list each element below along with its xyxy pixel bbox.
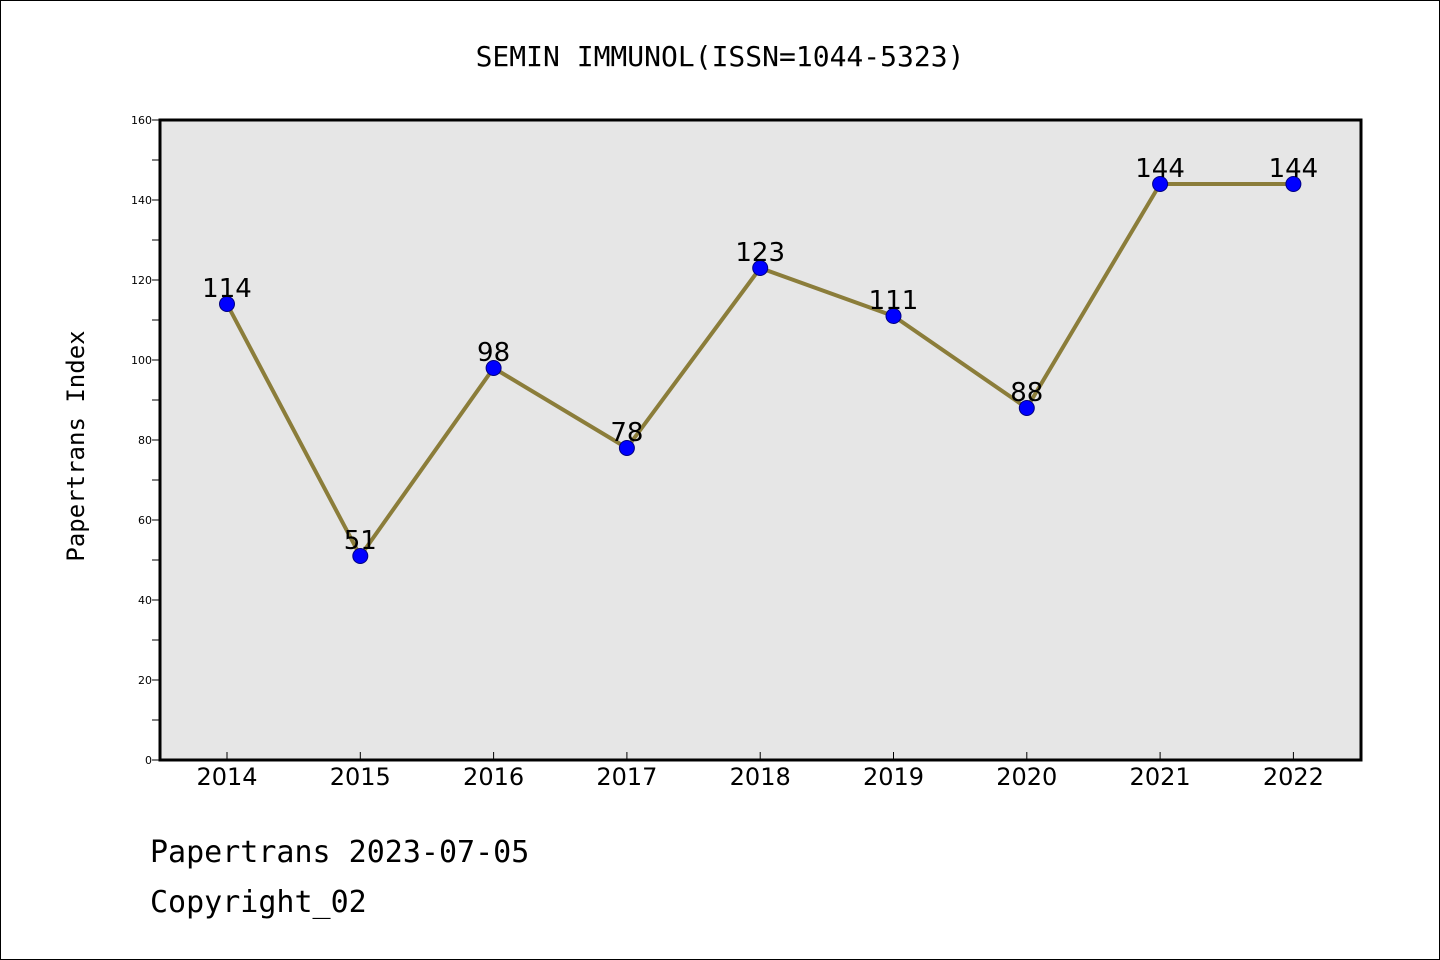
data-point-marker xyxy=(219,296,235,312)
y-tick-label: 80 xyxy=(138,434,152,447)
data-label: 144 xyxy=(1135,154,1185,184)
x-tick-label: 2021 xyxy=(1130,763,1191,791)
y-axis-label: Papertrans Index xyxy=(62,330,90,561)
y-tick-label: 140 xyxy=(131,194,152,207)
y-tick-label: 160 xyxy=(131,114,152,127)
data-point-marker xyxy=(1018,400,1035,416)
data-label: 111 xyxy=(869,286,919,316)
x-axis: 2014 2015 2016 2017 2018 2019 2020 2021 2022 xyxy=(196,752,1324,791)
y-tick-label: 120 xyxy=(131,274,152,287)
data-labels: 114 51 98 78 123 111 88 144 144 xyxy=(202,154,1318,556)
y-axis: 0 20 40 60 80 100 120 140 160 xyxy=(131,114,160,767)
data-point-marker xyxy=(1285,176,1302,192)
data-point-marker xyxy=(885,308,902,324)
data-point-marker xyxy=(752,260,769,276)
y-tick-label: 60 xyxy=(138,514,152,527)
x-tick-label: 2018 xyxy=(730,763,791,791)
data-point-marker xyxy=(352,548,369,564)
data-label: 144 xyxy=(1269,154,1319,184)
data-point-marker xyxy=(485,360,502,376)
plot-area xyxy=(160,120,1361,760)
x-tick-label: 2022 xyxy=(1263,763,1324,791)
footer-copyright-text: Copyright_02 xyxy=(150,885,367,920)
chart-title: SEMIN IMMUNOL(ISSN=1044-5323) xyxy=(476,40,965,73)
series-line-group xyxy=(219,176,1302,564)
y-tick-label: 100 xyxy=(131,354,152,367)
data-label: 98 xyxy=(477,338,510,368)
data-label: 51 xyxy=(344,526,377,556)
data-label: 78 xyxy=(610,418,643,448)
y-tick-label: 40 xyxy=(138,594,152,607)
data-label: 88 xyxy=(1010,378,1043,408)
plot-frame xyxy=(158,118,1363,762)
data-point-marker xyxy=(1152,176,1169,192)
x-tick-label: 2020 xyxy=(996,763,1057,791)
x-tick-label: 2016 xyxy=(463,763,524,791)
y-tick-label: 20 xyxy=(138,674,152,687)
x-tick-label: 2019 xyxy=(863,763,924,791)
data-label: 123 xyxy=(735,238,785,268)
footer-date-text: Papertrans 2023-07-05 xyxy=(150,835,530,870)
y-tick-label: 0 xyxy=(145,754,152,767)
x-tick-label: 2017 xyxy=(596,763,657,791)
data-point-marker xyxy=(618,440,635,456)
x-tick-label: 2015 xyxy=(330,763,391,791)
x-tick-label: 2014 xyxy=(196,763,257,791)
data-label: 114 xyxy=(202,274,252,304)
